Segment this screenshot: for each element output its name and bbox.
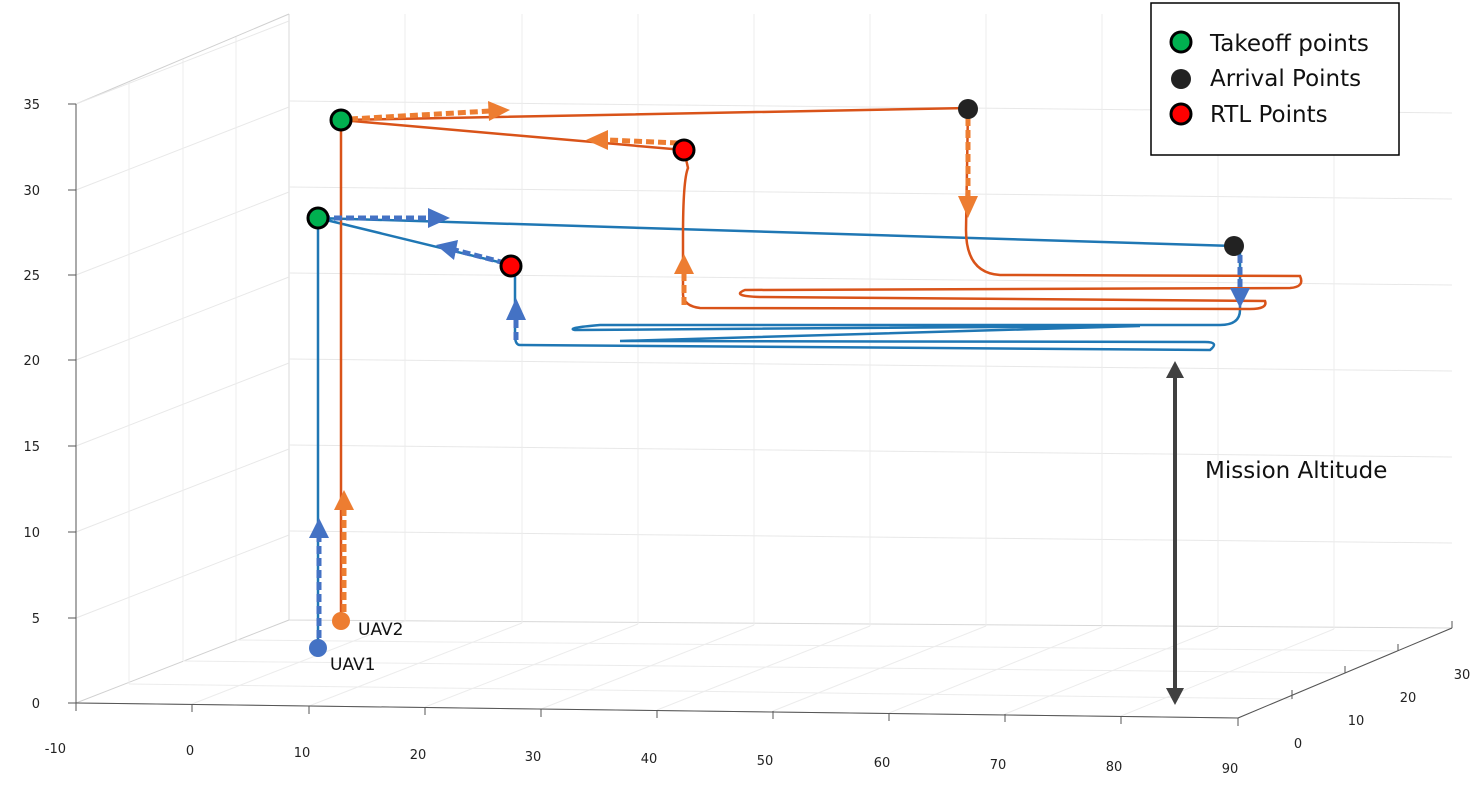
x-tick-label: 60: [874, 756, 891, 771]
takeoff-point-marker: [329, 108, 353, 132]
legend-box: [1150, 2, 1400, 156]
z-tick-label: 10: [23, 526, 40, 541]
mission-altitude-label: Mission Altitude: [1205, 458, 1387, 484]
z-tick-label: 20: [23, 354, 40, 369]
x-tick-label: 20: [410, 748, 427, 763]
grid-line: [182, 660, 1346, 674]
z-tick-label: 15: [23, 440, 40, 455]
uav1-outbound-arrow-head: [428, 208, 450, 228]
chart-grid: [75, 13, 1453, 719]
uav2-descent-arrow-head: [958, 196, 978, 218]
uav1-rtl-arrow-shaft: [454, 247, 506, 266]
series-line-uav1: [316, 216, 1242, 648]
y-tick-label: 30: [1454, 668, 1471, 683]
uav2-return-climb-arrow-head: [674, 254, 694, 274]
legend-takeoff-icon: [1169, 30, 1193, 54]
x-tick-label: 0: [186, 744, 194, 759]
rtl-point-marker: [499, 254, 523, 278]
rtl-point-marker: [672, 138, 696, 162]
x-tick-label: 70: [990, 758, 1007, 773]
y-tick-label: 10: [1348, 714, 1365, 729]
uav1-rtl-arrow-head: [436, 240, 458, 260]
legend-entry-rtl: RTL Points: [1210, 102, 1328, 128]
grid-line: [235, 639, 1399, 652]
uav2-label: UAV2: [358, 620, 403, 640]
z-tick-label: 30: [23, 184, 40, 199]
arrival-point-marker: [1224, 236, 1244, 256]
x-tick-label: -10: [45, 742, 66, 757]
uav2-outbound-arrow-head: [488, 101, 510, 121]
z-tick-label: 25: [23, 269, 40, 284]
x-tick-label: 30: [525, 750, 542, 765]
x-tick-label: 40: [641, 752, 658, 767]
legend-arrival-icon: [1171, 69, 1191, 89]
takeoff-point-marker: [306, 206, 330, 230]
z-tick-label: 5: [32, 612, 40, 627]
series-line-uav2: [339, 106, 1303, 621]
x-tick-label: 90: [1222, 762, 1239, 777]
uav1-label: UAV1: [330, 655, 375, 675]
grid-line: [308, 622, 523, 707]
mission-altitude-arrow-head-top: [1166, 361, 1184, 378]
grid-line: [1120, 628, 1335, 717]
x-tick-label: 50: [757, 754, 774, 769]
x-tick-label: 10: [294, 746, 311, 761]
legend-entry-takeoff: Takeoff points: [1209, 31, 1369, 57]
y-tick-label: 20: [1400, 691, 1417, 706]
uav1-takeoff-arrow-head: [309, 518, 329, 538]
mission-altitude-arrow: [1166, 361, 1184, 705]
direction-arrows: [309, 101, 1250, 638]
uav1-start-marker: [309, 639, 327, 657]
trajectories: [316, 106, 1303, 648]
point-markers: [306, 99, 1244, 657]
grid-line: [540, 624, 755, 710]
uav2-takeoff-arrow-head: [334, 490, 354, 510]
chart-axes: [68, 103, 1453, 726]
tick-labels: 0 5 10 15 20 25 30 35 -10 0 10 20 30 40 …: [23, 98, 1470, 777]
grid-line: [128, 683, 1293, 700]
z-tick-label: 0: [32, 697, 40, 712]
grid-line: [424, 623, 639, 708]
grid-line: [656, 625, 871, 711]
arrival-point-marker: [958, 99, 978, 119]
legend: Takeoff points Arrival Points RTL Points: [1150, 2, 1400, 156]
x-tick-label: 80: [1106, 760, 1123, 775]
uav2-rtl-arrow-shaft: [607, 137, 679, 146]
uav1-descent-arrow-head: [1230, 288, 1250, 308]
grid-line: [888, 626, 1103, 714]
uav1-return-climb-arrow-head: [506, 298, 526, 320]
y-tick-label: 0: [1294, 737, 1302, 752]
legend-rtl-icon: [1169, 102, 1193, 126]
uav2-rtl-arrow-head: [586, 130, 608, 150]
legend-entry-arrival: Arrival Points: [1210, 66, 1361, 92]
mission-altitude-arrow-head-bottom: [1166, 688, 1184, 705]
z-tick-label: 35: [23, 98, 40, 113]
uav2-start-marker: [332, 612, 350, 630]
